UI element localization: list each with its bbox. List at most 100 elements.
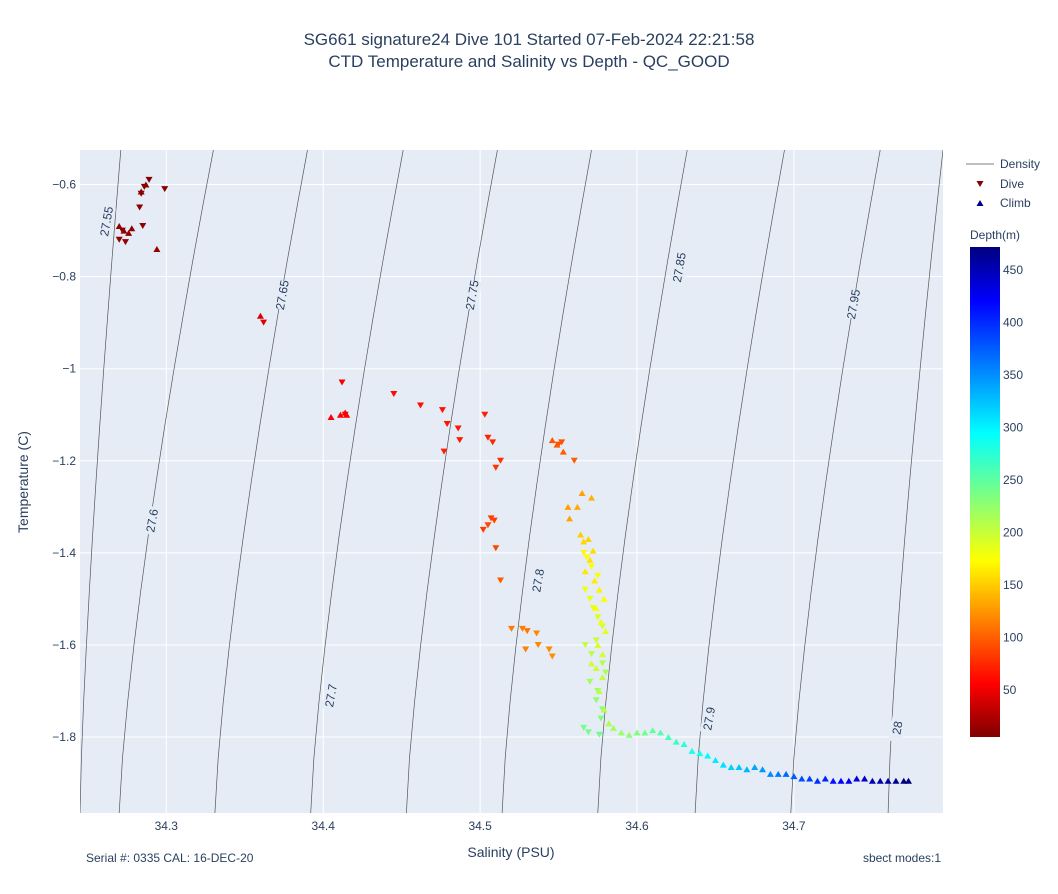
- isopycnal-line: [80, 150, 122, 813]
- x-tick-label: 34.4: [312, 819, 336, 833]
- density-contours: [80, 150, 943, 813]
- isopycnal-label-bg: [273, 280, 292, 311]
- climb-point: [588, 494, 596, 501]
- climb-point: [256, 312, 264, 319]
- climb-point: [672, 738, 680, 745]
- dive-point: [484, 434, 492, 441]
- climb-point: [153, 245, 161, 252]
- climb-point: [553, 441, 561, 448]
- climb-point: [120, 227, 128, 234]
- climb-point: [586, 556, 594, 563]
- x-axis-title: Salinity (PSU): [467, 844, 554, 860]
- climb-point: [559, 448, 567, 455]
- climb-point: [599, 651, 607, 658]
- plot-area: [80, 150, 943, 813]
- climb-point: [759, 766, 767, 773]
- dive-point: [454, 425, 462, 432]
- legend-climb-marker: [976, 200, 984, 206]
- climb-point: [649, 727, 657, 734]
- isopycnal-line: [406, 150, 498, 813]
- dive-point: [481, 411, 489, 418]
- climb-point: [592, 664, 600, 671]
- dive-point: [586, 595, 594, 602]
- isopycnal-label: 27.9: [700, 706, 718, 732]
- y-tick-label: −0.6: [52, 178, 76, 192]
- isopycnal-label: 27.55: [97, 205, 116, 237]
- x-axis-ticks: 34.3 34.4 34.5 34.6 34.7: [155, 819, 806, 833]
- dive-point: [592, 637, 600, 644]
- climb-point: [115, 222, 123, 229]
- isopycnal-line: [597, 150, 688, 813]
- dive-point: [122, 239, 130, 246]
- dive-point: [586, 678, 594, 685]
- dive-point: [260, 319, 268, 326]
- climb-point: [602, 628, 610, 635]
- climb-point: [782, 770, 790, 777]
- isopycnal-label: 27.6: [143, 508, 161, 534]
- legend[interactable]: Density Dive Climb: [966, 157, 1040, 210]
- climb-point: [588, 660, 596, 667]
- isopycnal-label: 28: [889, 720, 905, 736]
- climb-point: [900, 777, 908, 784]
- climb-point: [719, 761, 727, 768]
- isopycnal-line: [694, 150, 785, 813]
- climb-point: [751, 763, 759, 770]
- legend-density-label: Density: [1000, 157, 1040, 171]
- dive-point: [522, 646, 530, 653]
- dive-point: [584, 729, 592, 736]
- climb-point: [633, 729, 641, 736]
- dive-point: [390, 391, 398, 398]
- dive-point: [492, 545, 500, 552]
- climb-point: [591, 577, 599, 584]
- dive-point: [416, 402, 424, 409]
- dive-point: [599, 623, 607, 630]
- climb-point: [806, 775, 814, 782]
- climb-point: [580, 538, 588, 545]
- y-tick-label: −1.6: [52, 638, 76, 652]
- dive-point: [548, 653, 556, 660]
- dive-point: [490, 517, 498, 524]
- climb-point: [600, 595, 608, 602]
- colorbar-tick-label: 100: [1003, 630, 1023, 644]
- climb-point: [599, 674, 607, 681]
- colorbar-tick-label: 200: [1003, 525, 1023, 539]
- dive-point: [602, 669, 610, 676]
- climb-point: [641, 729, 649, 736]
- isopycnal-label-bg: [97, 206, 116, 237]
- climb-point: [548, 437, 556, 444]
- colorbar-tick-label: 250: [1003, 473, 1023, 487]
- dive-point: [588, 563, 596, 570]
- x-tick-label: 34.7: [782, 819, 806, 833]
- dive-point: [518, 625, 526, 632]
- climb-point: [137, 188, 145, 195]
- dive-point: [583, 554, 591, 561]
- climb-point: [904, 777, 912, 784]
- climb-point: [876, 777, 884, 784]
- dive-point: [545, 646, 553, 653]
- climb-point: [597, 618, 605, 625]
- legend-climb-label: Climb: [1000, 196, 1031, 210]
- climb-point: [327, 414, 335, 421]
- climb-point: [813, 777, 821, 784]
- dive-point: [456, 437, 464, 444]
- isopycnal-line: [310, 150, 404, 813]
- climb-point: [696, 750, 704, 757]
- climb-point: [704, 752, 712, 759]
- colorbar-title: Depth(m): [970, 228, 1020, 242]
- climb-point: [845, 777, 853, 784]
- climb-point: [680, 740, 688, 747]
- climb-point: [577, 531, 585, 538]
- chart-title-line2: CTD Temperature and Salinity vs Depth - …: [328, 52, 730, 71]
- climb-point: [600, 706, 608, 713]
- climb-point: [892, 777, 900, 784]
- dive-point: [479, 526, 487, 533]
- legend-dive-label: Dive: [1000, 177, 1024, 191]
- x-tick-label: 34.6: [625, 819, 649, 833]
- climb-point: [798, 775, 806, 782]
- dive-point: [533, 630, 541, 637]
- isopycnal-line: [790, 150, 881, 813]
- dive-point: [508, 625, 515, 632]
- dive-point: [534, 641, 542, 648]
- climb-point: [592, 605, 600, 612]
